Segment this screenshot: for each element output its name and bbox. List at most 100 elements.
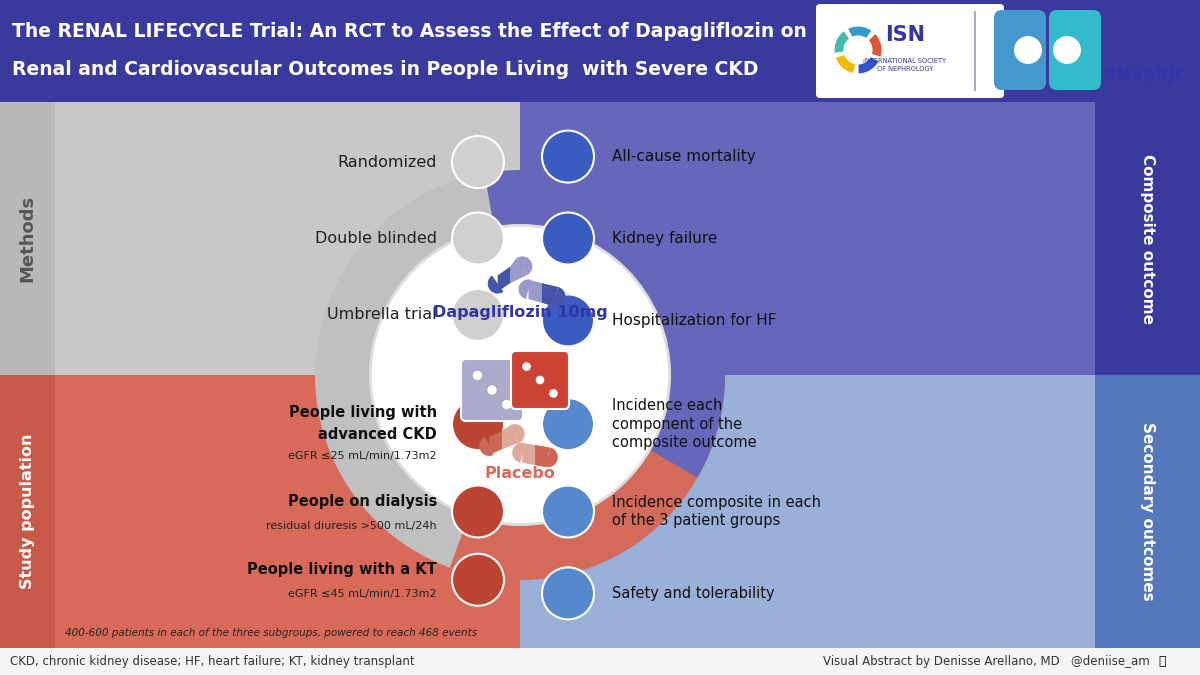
Wedge shape [316,173,520,577]
Text: Safety and tolerability: Safety and tolerability [612,586,775,601]
Polygon shape [521,443,535,465]
FancyBboxPatch shape [1096,102,1200,375]
Text: Secondary outcomes: Secondary outcomes [1140,422,1154,601]
Wedge shape [450,375,725,580]
Wedge shape [485,170,725,477]
Wedge shape [546,448,558,467]
Text: Dapagliflozin 10mg: Dapagliflozin 10mg [433,306,607,321]
FancyBboxPatch shape [0,102,55,375]
Text: People living with: People living with [289,404,437,420]
Text: residual diuresis >500 mL/24h: residual diuresis >500 mL/24h [266,520,437,531]
Wedge shape [512,443,524,462]
Text: #NephJC: #NephJC [1103,66,1188,84]
FancyBboxPatch shape [0,102,520,375]
Polygon shape [535,445,550,467]
Circle shape [847,39,869,61]
Wedge shape [518,279,532,299]
Circle shape [452,398,504,450]
FancyBboxPatch shape [520,375,1096,648]
FancyBboxPatch shape [0,648,1200,675]
Wedge shape [868,33,882,57]
Text: Renal and Cardiovascular Outcomes in People Living  with Severe CKD: Renal and Cardiovascular Outcomes in Peo… [12,60,758,79]
FancyBboxPatch shape [0,0,1200,102]
Circle shape [487,385,497,395]
Circle shape [535,376,545,384]
Polygon shape [485,431,502,455]
Circle shape [542,568,594,620]
Text: eGFR ≤25 mL/min/1.73m2: eGFR ≤25 mL/min/1.73m2 [288,451,437,461]
Circle shape [542,213,594,265]
Circle shape [1014,36,1042,64]
FancyBboxPatch shape [0,375,55,648]
FancyBboxPatch shape [0,375,520,648]
Text: Umbrella trial: Umbrella trial [328,307,437,323]
FancyBboxPatch shape [994,10,1046,90]
Text: Study population: Study population [20,434,35,589]
Text: Randomized: Randomized [337,155,437,169]
Circle shape [542,294,594,346]
Wedge shape [553,287,565,306]
Wedge shape [847,26,872,38]
Circle shape [452,554,504,605]
Circle shape [542,398,594,450]
FancyBboxPatch shape [816,4,1004,98]
Text: Kidney failure: Kidney failure [612,231,718,246]
Circle shape [550,389,558,398]
Wedge shape [479,437,493,456]
Polygon shape [502,425,515,449]
FancyBboxPatch shape [520,102,1096,375]
Polygon shape [528,279,556,306]
Circle shape [452,213,504,265]
Wedge shape [487,275,504,294]
Polygon shape [542,284,556,306]
Circle shape [452,485,504,537]
Circle shape [522,362,530,371]
FancyBboxPatch shape [461,359,523,421]
FancyBboxPatch shape [511,351,569,409]
Text: Incidence each
component of the
composite outcome: Incidence each component of the composit… [612,398,757,450]
Text: ISN: ISN [886,25,925,45]
Circle shape [502,400,511,409]
Polygon shape [526,279,542,302]
Text: People living with a KT: People living with a KT [247,562,437,577]
Text: eGFR ≤45 mL/min/1.73m2: eGFR ≤45 mL/min/1.73m2 [288,589,437,599]
Wedge shape [835,54,856,74]
Polygon shape [498,259,522,292]
Text: The RENAL LIFECYCLE Trial: An RCT to Assess the Effect of Dapagliflozin on: The RENAL LIFECYCLE Trial: An RCT to Ass… [12,22,806,41]
Circle shape [542,485,594,537]
Polygon shape [502,425,518,449]
Text: Incidence composite in each
of the 3 patient groups: Incidence composite in each of the 3 pat… [612,495,821,529]
Circle shape [1054,36,1081,64]
Wedge shape [510,424,524,443]
Text: INTERNATIONAL SOCIETY
OF NEPHROLOGY: INTERNATIONAL SOCIETY OF NEPHROLOGY [864,58,947,72]
Circle shape [473,371,482,380]
Text: advanced CKD: advanced CKD [318,427,437,441]
Wedge shape [516,256,533,275]
Circle shape [542,130,594,183]
Wedge shape [834,30,850,53]
Text: CKD, chronic kidney disease; HF, heart failure; KT, kidney transplant: CKD, chronic kidney disease; HF, heart f… [10,655,415,668]
Circle shape [371,225,670,524]
Text: Methods: Methods [18,195,36,282]
FancyBboxPatch shape [1049,10,1102,90]
Text: Visual Abstract by Denisse Arellano, MD   @deniise_am: Visual Abstract by Denisse Arellano, MD … [823,655,1150,668]
Text: Placebo: Placebo [485,466,556,481]
Text: 400-600 patients in each of the three subgroups, powered to reach 468 events: 400-600 patients in each of the three su… [65,628,478,638]
Text: People on dialysis: People on dialysis [288,494,437,509]
Text: Composite outcome: Composite outcome [1140,153,1154,323]
Text: Double blinded: Double blinded [314,231,437,246]
Polygon shape [510,259,528,283]
Polygon shape [522,443,548,467]
Polygon shape [510,259,522,283]
Circle shape [452,289,504,341]
Text: 🐦: 🐦 [1154,655,1166,668]
Polygon shape [535,445,548,467]
FancyBboxPatch shape [1096,375,1200,648]
Wedge shape [858,57,880,74]
Polygon shape [542,284,558,306]
Polygon shape [490,425,515,455]
Text: All-cause mortality: All-cause mortality [612,149,756,164]
Text: Hospitalization for HF: Hospitalization for HF [612,313,776,328]
Polygon shape [492,267,510,292]
Circle shape [452,136,504,188]
